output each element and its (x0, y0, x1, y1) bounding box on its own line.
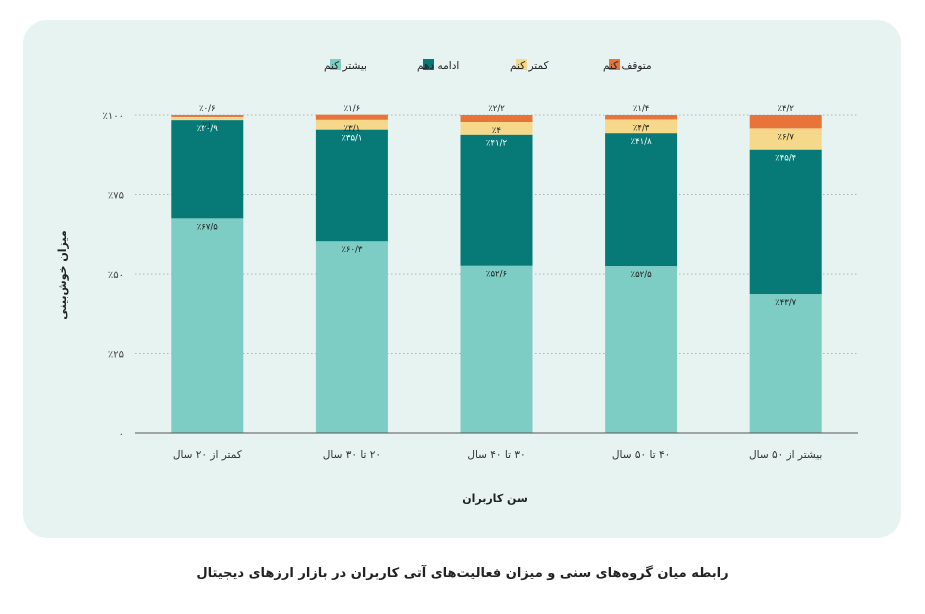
y-tick-label: ٪۱۰۰ (103, 111, 124, 122)
bar-segment (315, 114, 388, 120)
data-label: ٪۴/۲ (777, 104, 794, 114)
bar-segment (315, 119, 388, 130)
data-label: ٪۵۲/۶ (486, 270, 507, 280)
legend-label: کمتر کنم (510, 60, 549, 72)
x-tick-label: کمتر از ۲۰ سال (173, 449, 242, 461)
bar-segment (749, 149, 822, 295)
data-label: ٪۱/۴ (633, 104, 650, 114)
bar-segment (171, 120, 244, 219)
x-tick-label: ۳۰ تا ۴۰ سال (467, 449, 525, 461)
y-tick-label: ٪۵۰ (108, 270, 124, 281)
data-label: ٪۴۳/۷ (775, 298, 797, 308)
bar-segment (605, 133, 678, 267)
data-label: ٪۱ (203, 121, 212, 131)
data-label: ٪۴۵/۴ (775, 154, 796, 164)
data-label: ٪۴ (492, 126, 501, 136)
legend-swatch (423, 59, 434, 70)
x-tick-label: ۲۰ تا ۳۰ سال (323, 449, 381, 461)
bar-segment (460, 121, 533, 135)
data-label: ٪۲/۲ (488, 104, 505, 114)
y-tick-label: ٪۷۵ (108, 191, 124, 202)
bar-segment (315, 241, 388, 433)
data-label: ٪۴۱/۸ (631, 137, 653, 147)
bar-segment (171, 115, 244, 117)
y-tick-label: ۰ (119, 429, 124, 440)
bar-segment (460, 265, 533, 433)
bar-segment (460, 115, 533, 122)
bar-segment (605, 119, 678, 134)
y-tick-label: ٪۲۵ (108, 350, 124, 361)
legend-swatch (516, 59, 527, 70)
x-tick-label: ۴۰ تا ۵۰ سال (612, 449, 670, 461)
legend-label: ادامه دهم (417, 60, 459, 72)
bar-segment (605, 266, 678, 433)
x-axis-label: سن کاربران (462, 492, 528, 505)
bar-segment (605, 115, 678, 120)
chart-title: رابطه میان گروه‌های سنی و میزان فعالیت‌ه… (196, 566, 729, 581)
data-label: ٪۶۰/۳ (341, 245, 363, 255)
bar-segment (171, 218, 244, 433)
data-label: ٪۰/۶ (199, 104, 216, 114)
legend-label: بیشتر کنم (324, 60, 367, 72)
data-label: ٪۴۱/۲ (486, 139, 508, 149)
x-tick-label: بیشتر از ۵۰ سال (749, 449, 822, 461)
bar-segment (749, 294, 822, 433)
data-label: ٪۳۵/۱ (341, 134, 362, 144)
data-label: ٪۱/۶ (344, 104, 361, 114)
bar-segment (460, 134, 533, 266)
data-label: ٪۶۷/۵ (197, 222, 219, 232)
data-label: ٪۳۰/۹ (197, 124, 219, 134)
bar-segment (171, 116, 244, 121)
legend-swatch (330, 59, 341, 70)
legend-swatch (609, 59, 620, 70)
data-label: ٪۶/۷ (777, 132, 794, 142)
data-label: ٪۴/۳ (633, 123, 650, 133)
data-label: ٪۵۲/۵ (631, 270, 653, 280)
data-label: ٪۳/۱ (344, 124, 361, 134)
legend-label: متوقف کنم (603, 60, 652, 72)
bar-segment (749, 115, 822, 129)
bar-segment (749, 128, 822, 150)
bar-segment (315, 129, 388, 242)
y-axis-label: میزان خوش‌بینی (56, 230, 69, 319)
